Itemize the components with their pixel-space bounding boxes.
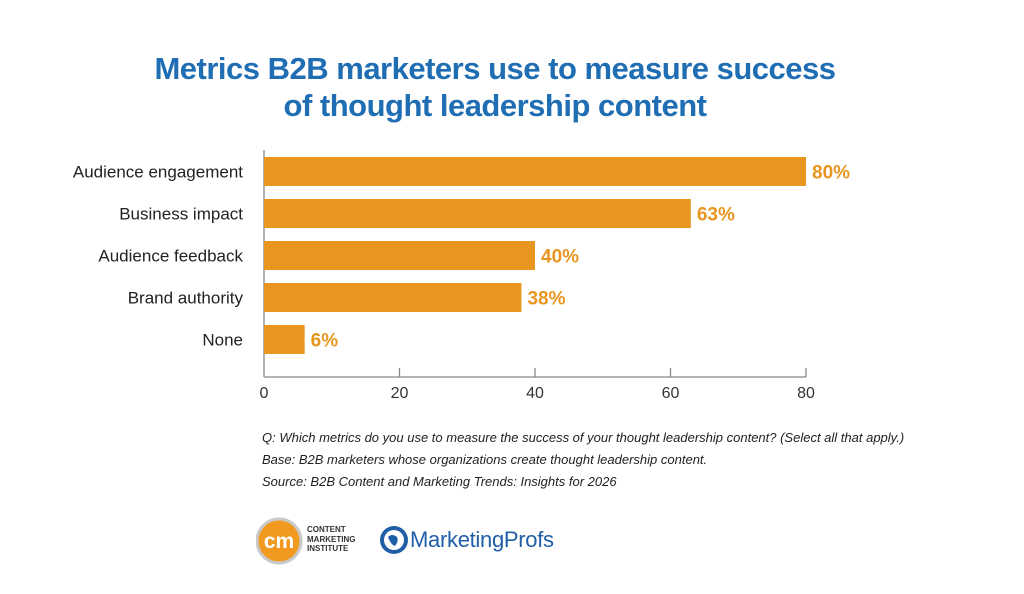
chart-title: Metrics B2B marketers use to measure suc… xyxy=(0,50,990,124)
category-label: Brand authority xyxy=(128,289,244,308)
chart-title-line-2: of thought leadership content xyxy=(283,88,707,123)
cmi-logo-line-3: INSTITUTE xyxy=(307,544,349,553)
data-label: 80% xyxy=(812,163,850,184)
svg-text:cm: cm xyxy=(264,530,294,553)
marketingprofs-logo-text: MarketingProfs xyxy=(410,527,554,552)
category-label: Business impact xyxy=(119,205,243,224)
source-note: Source: B2B Content and Marketing Trends… xyxy=(262,474,617,489)
x-tick-label: 0 xyxy=(260,385,269,402)
x-tick-label: 20 xyxy=(391,385,409,402)
category-label: None xyxy=(202,331,243,350)
marketingprofs-logo: MarketingProfs xyxy=(379,524,559,558)
x-tick-label: 80 xyxy=(797,385,815,402)
bar xyxy=(264,283,522,312)
base-note: Base: B2B marketers whose organizations … xyxy=(262,452,708,467)
data-label: 38% xyxy=(527,289,565,310)
category-label: Audience feedback xyxy=(98,247,243,266)
data-label: 63% xyxy=(697,205,735,226)
bar xyxy=(264,157,806,186)
data-label: 6% xyxy=(311,331,339,352)
question-note: Q: Which metrics do you use to measure t… xyxy=(262,430,905,445)
chart-title-line-1: Metrics B2B marketers use to measure suc… xyxy=(154,51,836,86)
bar xyxy=(264,325,305,354)
chart-notes: Q: Which metrics do you use to measure t… xyxy=(262,427,904,493)
bar-chart: 0 20 40 60 80 Audience engagement 80% Business … xyxy=(73,150,850,402)
cmi-logo-line-1: CONTENT xyxy=(307,525,346,534)
data-label: 40% xyxy=(541,247,579,268)
bar xyxy=(264,241,535,270)
category-label: Audience engagement xyxy=(73,163,243,182)
bar xyxy=(264,199,691,228)
x-tick-label: 40 xyxy=(526,385,544,402)
x-tick-label: 60 xyxy=(662,385,680,402)
cmi-logo: cm CONTENT MARKETING INSTITUTE xyxy=(256,517,366,565)
cmi-logo-line-2: MARKETING xyxy=(307,534,356,544)
